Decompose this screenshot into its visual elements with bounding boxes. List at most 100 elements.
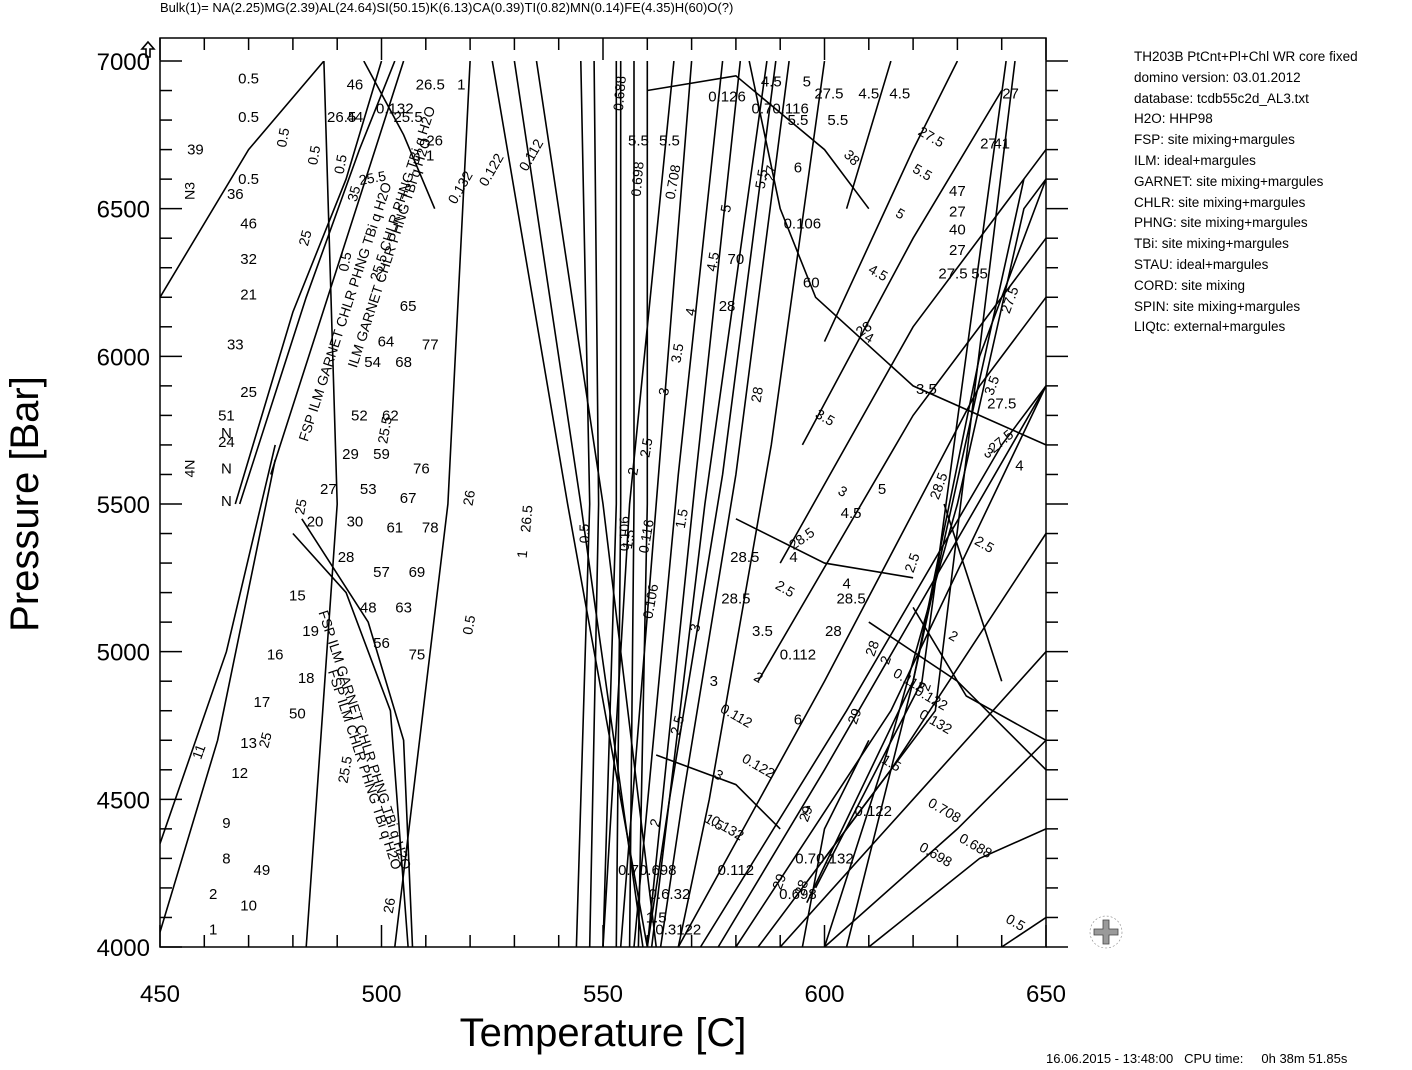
contour-label: 27.5 (997, 284, 1021, 315)
field-label: 68 (395, 354, 412, 371)
footer-cpu-label: CPU time: (1184, 1051, 1244, 1066)
field-label: 4.5 (841, 505, 862, 522)
field-boundary-line (647, 74, 870, 210)
info-line: PHNG: site mixing+margules (1134, 215, 1308, 231)
contour-label: FSP ILM GARNET CHLR PHNG TBi q H2O (315, 608, 414, 871)
field-label: 0.126 (708, 88, 746, 105)
field-label: 15 (289, 588, 306, 605)
field-boundary-line (845, 178, 1046, 947)
contour-label: 2 (646, 817, 664, 829)
contour-label: 3 (686, 622, 704, 634)
field-label: 76 (413, 461, 430, 478)
contour-label: 25.5 (335, 755, 356, 785)
field-boundary-line (757, 533, 1046, 947)
axis-ticks: 450 500 550 600 6504000450050005500600065007… (97, 38, 1068, 1008)
contour-label: 0.116 (635, 518, 657, 554)
field-label: 54 (364, 354, 381, 371)
field-label: 39 (187, 142, 204, 159)
contour-label: 4 (682, 306, 699, 317)
contour-label: 3.5 (981, 373, 1003, 397)
field-label: 4.5 (889, 85, 910, 102)
field-label: 29 (342, 446, 359, 463)
field-boundary-line (912, 606, 1046, 741)
field-label: 47 (949, 183, 966, 200)
contour-label: FSP ILM GARNET CHLR PHNG TBi q H2O (295, 180, 394, 443)
info-line: STAU: ideal+margules (1134, 256, 1269, 272)
field-boundary-line (394, 61, 471, 947)
field-label: 33 (227, 337, 244, 354)
field-label: 78 (422, 520, 439, 537)
field-boundary-line (238, 61, 396, 505)
info-line: ILM: ideal+margules (1134, 152, 1256, 168)
field-label: 27 (949, 242, 966, 259)
contour-label: 4.5 (703, 250, 722, 272)
field-label: 26 (426, 133, 443, 150)
field-boundary-line (779, 651, 1046, 947)
field-boundary-line (823, 739, 1046, 947)
contour-label: 26 (380, 896, 398, 914)
contour-label: 29 (844, 706, 864, 726)
field-label: 0.106 (784, 215, 822, 232)
field-label: 52 (351, 407, 368, 424)
contour-label: 0.708 (662, 163, 684, 200)
field-boundary-line (757, 237, 1046, 682)
field-boundary-line (779, 149, 1046, 564)
footer-status: 16.06.2015 - 13:48:00 CPU time: 0h 38m 5… (1046, 1051, 1347, 1066)
field-label: 17 (254, 694, 271, 711)
contour-label: 27.5 (916, 123, 948, 151)
contour-label: 0.5 (273, 126, 292, 148)
field-label: 70 (728, 251, 745, 268)
contour-label: 0.106 (616, 516, 632, 551)
field-boundary-line (1001, 916, 1046, 947)
field-boundary-line (602, 61, 675, 947)
field-boundary-line (659, 61, 790, 947)
field-boundary-line (735, 385, 1046, 947)
info-line: H2O: HHP98 (1134, 111, 1213, 127)
field-boundary-line (633, 61, 724, 947)
field-label: N (221, 493, 232, 510)
field-label: 5 (803, 74, 811, 91)
field-boundary-line (814, 61, 1007, 889)
contour-label: 5.5 (910, 160, 935, 184)
field-boundary-line (602, 61, 618, 947)
field-label: 67 (400, 490, 417, 507)
contour-label: N3 (182, 182, 198, 200)
field-label: 64 (378, 334, 395, 351)
field-label: 28 (825, 623, 842, 640)
field-label: 5.5 (787, 112, 808, 129)
field-label: 51 (218, 407, 235, 424)
info-line: GARNET: site mixing+margules (1134, 173, 1324, 189)
field-label: 0.70.698 (618, 862, 676, 879)
contour-label: 29 (795, 803, 815, 823)
field-boundary-line (943, 503, 1003, 682)
field-boundary-line (363, 61, 436, 210)
contour-label: 0.122 (740, 750, 779, 781)
domino-logo-icon (1089, 915, 1123, 949)
field-label: 75 (409, 647, 426, 664)
field-label: 21 (240, 286, 257, 303)
x-tick-label: 500 (361, 981, 401, 1008)
contour-label: 0.5 (1003, 910, 1028, 934)
contour-label: 25.5 (374, 415, 395, 445)
contour-label: 28 (791, 877, 811, 897)
field-label: 0.70.116 (752, 100, 809, 117)
field-label: 28.5 (721, 591, 750, 608)
field-label: 50 (289, 706, 306, 723)
field-label: 62 (382, 407, 399, 424)
field-label: 2 (209, 886, 217, 903)
info-panel: TH203B PtCnt+Pl+Chl WR core fixed domino … (1134, 47, 1358, 338)
field-label: 3 (710, 673, 718, 690)
contour-label: 2 (624, 466, 641, 477)
field-boundary-line (646, 61, 777, 947)
x-tick-label: 600 (804, 981, 844, 1008)
field-label: 0.3122 (655, 921, 701, 938)
field-label: 1.5 (646, 909, 667, 926)
field-label: 5.5 (659, 133, 680, 150)
contour-label: 29 (769, 871, 789, 891)
contour-label: 0.688 (610, 75, 629, 112)
field-label: 4.5 (761, 74, 782, 91)
field-label: 28 (338, 549, 355, 566)
contour-label: 2.5 (636, 436, 655, 458)
contour-label: 25.5 (358, 168, 388, 189)
contour-label: 0.698 (628, 161, 647, 198)
